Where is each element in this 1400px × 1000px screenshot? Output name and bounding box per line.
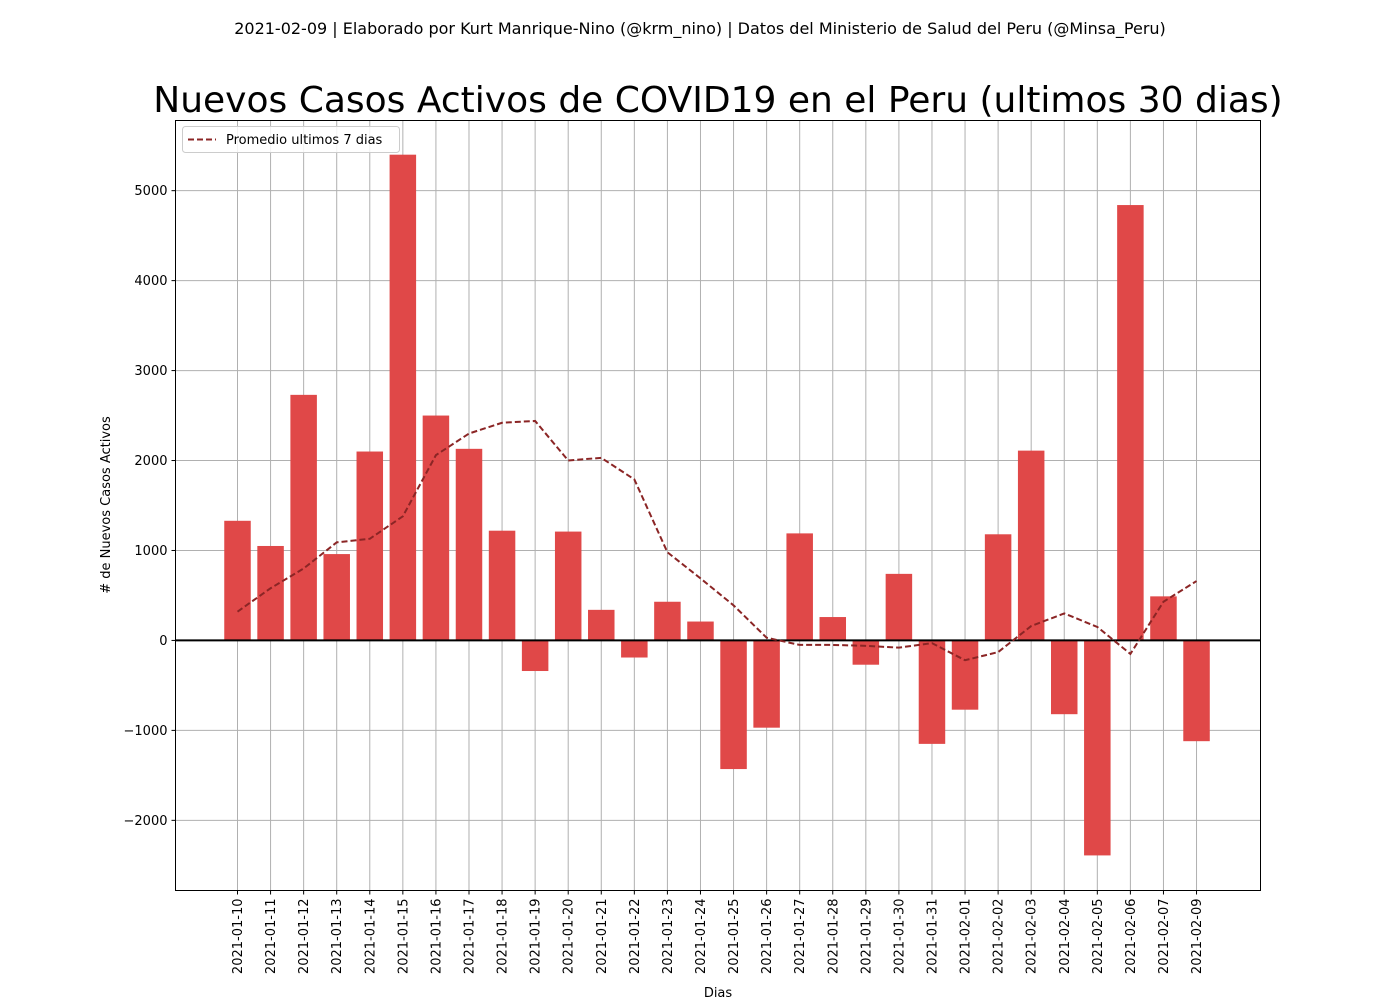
x-tick-label: 2021-02-02	[992, 899, 1007, 975]
x-axis-ticks: 2021-01-10 2021-01-11 2021-01-12 2021-01-13…	[231, 890, 1205, 975]
bar	[1051, 640, 1078, 715]
y-tick-label: 0	[159, 634, 167, 649]
bar	[687, 621, 714, 641]
y-tick-label: 5000	[134, 184, 167, 199]
y-tick-label: −1000	[124, 724, 168, 739]
x-tick-label: 2021-01-13	[330, 899, 345, 975]
x-tick-label: 2021-01-20	[562, 899, 577, 975]
bars	[224, 154, 1210, 856]
bar	[488, 530, 516, 641]
x-tick-label: 2021-01-28	[826, 899, 841, 975]
bar	[819, 617, 847, 641]
bar	[521, 640, 549, 672]
x-tick-label: 2021-02-05	[1091, 899, 1106, 975]
bar	[323, 554, 350, 641]
x-tick-label: 2021-01-14	[363, 899, 378, 975]
x-tick-label: 2021-01-11	[264, 899, 279, 975]
bar	[588, 609, 615, 641]
x-tick-label: 2021-01-18	[496, 899, 511, 975]
y-tick-label: 4000	[134, 274, 167, 289]
x-tick-label: 2021-01-26	[760, 899, 775, 975]
x-tick-label: 2021-02-06	[1124, 899, 1139, 975]
y-tick-label: 1000	[134, 544, 167, 559]
bar	[621, 640, 648, 658]
bar	[356, 451, 384, 641]
bar	[885, 573, 913, 641]
x-tick-label: 2021-01-30	[892, 899, 907, 975]
y-tick-label: −2000	[124, 814, 168, 829]
bar	[224, 520, 251, 641]
bar	[753, 640, 780, 728]
x-tick-label: 2021-01-31	[925, 899, 940, 975]
bar	[1183, 640, 1210, 742]
x-tick-label: 2021-01-12	[297, 899, 312, 975]
y-axis-label: # de Nuevos Casos Activos	[99, 416, 114, 594]
bar	[389, 154, 417, 641]
x-tick-label: 2021-02-09	[1190, 899, 1205, 975]
x-tick-label: 2021-01-19	[529, 899, 544, 975]
chart-subtitle: 2021-02-09 | Elaborado por Kurt Manrique…	[234, 19, 1166, 39]
plot-frame	[175, 120, 1261, 891]
bar	[984, 534, 1012, 641]
average-series-line	[236, 419, 1198, 662]
x-tick-label: 2021-01-16	[429, 899, 444, 975]
legend-box	[182, 126, 400, 153]
y-tick-label: 3000	[134, 364, 167, 379]
x-tick-label: 2021-01-21	[595, 899, 610, 975]
bar	[422, 415, 450, 641]
bar	[786, 533, 813, 641]
bar	[1017, 450, 1045, 641]
bar	[1117, 205, 1144, 641]
legend: Promedio ultimos 7 dias	[182, 126, 400, 153]
bar	[554, 531, 582, 641]
x-tick-label: 2021-01-22	[628, 899, 643, 975]
x-tick-label: 2021-01-24	[694, 899, 709, 975]
x-tick-label: 2021-01-29	[859, 899, 874, 975]
x-tick-label: 2021-01-23	[661, 899, 676, 975]
x-tick-label: 2021-02-07	[1157, 899, 1172, 975]
x-tick-label: 2021-01-10	[231, 899, 246, 975]
x-tick-label: 2021-02-04	[1058, 899, 1073, 975]
bar	[852, 640, 880, 665]
bar	[290, 394, 317, 641]
bar	[455, 448, 483, 641]
bar	[918, 640, 946, 744]
bar	[720, 640, 747, 770]
bar	[654, 601, 681, 641]
y-axis-ticks: −2000 −1000 0 1000 2000 3000 4000 5000	[124, 184, 176, 829]
bar	[1084, 640, 1111, 856]
y-tick-label: 2000	[134, 454, 167, 469]
x-axis-label: Dias	[704, 986, 733, 1000]
x-tick-label: 2021-02-03	[1025, 899, 1040, 975]
legend-label: Promedio ultimos 7 dias	[226, 133, 383, 148]
x-tick-label: 2021-01-27	[793, 899, 808, 975]
bar	[1150, 596, 1177, 641]
chart-title: Nuevos Casos Activos de COVID19 en el Pe…	[153, 80, 1282, 121]
bar	[257, 545, 284, 641]
x-tick-label: 2021-01-15	[396, 899, 411, 975]
grid	[175, 120, 1261, 891]
x-tick-label: 2021-01-17	[462, 899, 477, 975]
bar	[951, 640, 979, 710]
x-tick-label: 2021-02-01	[959, 899, 974, 975]
moving-average-line	[236, 419, 1198, 662]
x-tick-label: 2021-01-25	[727, 899, 742, 975]
